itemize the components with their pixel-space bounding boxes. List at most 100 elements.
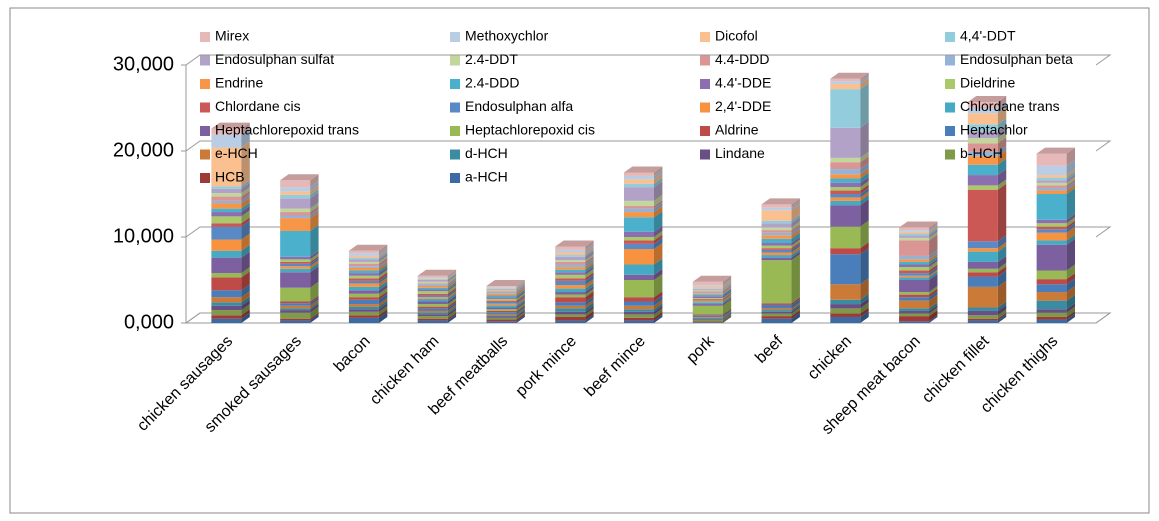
bar-segment	[692, 314, 723, 316]
bar-side	[447, 312, 457, 321]
bar-segment	[624, 175, 654, 180]
bar-segment	[761, 252, 792, 256]
bar-segment	[348, 311, 379, 316]
bar-segment	[899, 240, 930, 256]
bar-side	[997, 309, 1007, 319]
bar-side	[241, 128, 250, 148]
bar-segment	[967, 124, 998, 132]
bar-side	[516, 283, 525, 291]
bar-segment	[830, 182, 861, 188]
bar-side	[241, 291, 250, 303]
bar-segment	[417, 312, 448, 315]
bar-segment	[761, 223, 792, 228]
bar-side	[791, 237, 800, 246]
bar-side	[378, 257, 388, 267]
bar-segment	[761, 313, 792, 317]
bar-segment	[280, 272, 311, 288]
bar-segment	[761, 210, 792, 221]
bar-side	[585, 246, 594, 256]
bar-segment	[417, 286, 448, 288]
bar-side	[378, 260, 388, 268]
bar-segment	[830, 197, 861, 201]
bar-side	[241, 267, 250, 278]
bar-side	[447, 287, 457, 296]
bar-side	[241, 182, 250, 194]
bar-segment	[417, 277, 448, 279]
bar-side	[654, 311, 663, 321]
bar-side	[516, 282, 525, 290]
bar-side	[447, 292, 457, 302]
bar-segment	[486, 290, 517, 292]
bar-segment	[692, 285, 723, 287]
bar-segment	[1036, 219, 1067, 224]
bar-segment	[761, 243, 792, 246]
bar-side	[1066, 181, 1076, 191]
bar-segment	[967, 131, 998, 139]
bar-segment	[624, 264, 654, 275]
bar-side	[929, 221, 938, 231]
bar-segment	[1036, 232, 1067, 241]
bar-side	[241, 312, 250, 323]
legend-label: Lindane	[715, 145, 765, 161]
bar-side	[310, 314, 319, 323]
legend-label: Heptachlorepoxid cis	[465, 122, 595, 138]
bar-side	[378, 251, 388, 260]
legend-swatch	[700, 126, 710, 136]
bar-side	[791, 201, 800, 211]
legend-label: Aldrine	[715, 122, 759, 138]
bar-segment	[1036, 185, 1067, 188]
bar-segment	[486, 286, 517, 288]
legend-swatch	[200, 102, 210, 113]
bar-segment	[967, 164, 998, 176]
bar-side	[654, 237, 663, 250]
bar-side	[378, 287, 388, 298]
bar-side	[997, 95, 1007, 108]
bar-segment	[280, 230, 311, 257]
bar-segment	[967, 307, 998, 311]
bar-segment	[211, 250, 242, 258]
bar-side	[585, 282, 594, 293]
bar-segment	[899, 230, 930, 232]
bar-segment	[211, 239, 242, 251]
bar-side	[722, 288, 732, 297]
legend-label: 4.4'-DDE	[715, 75, 771, 91]
bar-segment	[486, 321, 517, 323]
bar-side	[516, 310, 525, 318]
bar-segment	[967, 251, 998, 262]
bar-segment	[417, 301, 448, 305]
bar-side	[1066, 310, 1076, 320]
bar-segment	[555, 311, 586, 315]
bar-side	[929, 261, 938, 271]
legend-swatch	[945, 55, 955, 66]
bar-side	[378, 272, 388, 281]
bar-segment	[486, 313, 517, 316]
bar-side	[722, 310, 732, 318]
bar-segment	[211, 134, 242, 148]
bar-side	[447, 280, 457, 288]
bar-segment	[830, 254, 861, 285]
legend-label: 2.4-DDD	[465, 75, 519, 91]
bar-segment	[211, 147, 242, 187]
bar-segment	[624, 305, 654, 310]
bar-side	[791, 251, 800, 261]
bar-segment	[211, 318, 242, 323]
bar-side	[310, 188, 319, 199]
bar-segment	[761, 257, 792, 261]
bar-side	[310, 257, 319, 267]
bar-side	[929, 310, 938, 322]
bar-segment	[555, 278, 586, 281]
bar-segment	[967, 108, 998, 114]
bar-side	[310, 302, 319, 311]
bar-segment	[348, 257, 379, 260]
bar-segment	[967, 276, 998, 287]
bar-side	[585, 263, 594, 273]
bar-side	[310, 250, 319, 260]
bar-segment	[486, 295, 517, 298]
bar-segment	[280, 212, 311, 216]
bar-segment	[899, 277, 930, 280]
bar-side	[516, 295, 525, 304]
bar-side	[1066, 184, 1076, 194]
legend-swatch	[945, 79, 955, 89]
bar-side	[722, 287, 732, 295]
bar-side	[241, 251, 250, 274]
